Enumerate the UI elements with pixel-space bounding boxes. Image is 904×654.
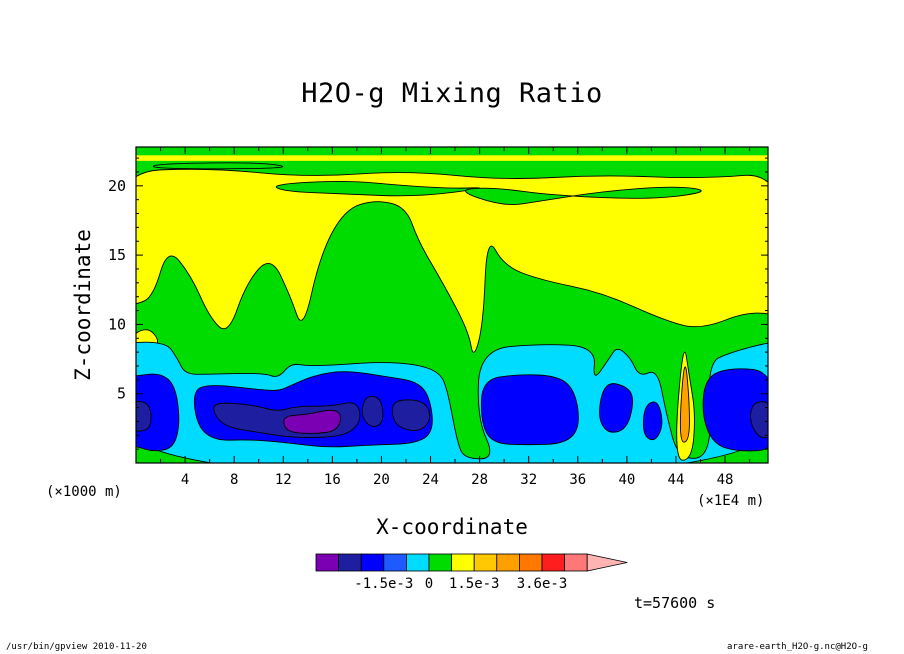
colorbar-swatch xyxy=(405,553,430,572)
region-blue-center xyxy=(480,374,579,446)
region-navy-left xyxy=(136,400,152,432)
region-navy-3 xyxy=(391,399,431,432)
colorbar-swatch xyxy=(451,553,475,572)
colorbar-swatch xyxy=(428,553,453,572)
x-tick-label: 36 xyxy=(569,472,586,488)
contour-plot-area xyxy=(136,147,768,463)
colorbar-swatch xyxy=(473,553,498,572)
x-tick-label: 24 xyxy=(422,472,439,488)
x-tick-label: 40 xyxy=(618,472,635,488)
colorbar-swatch xyxy=(496,553,520,572)
y-tick-label: 15 xyxy=(108,246,126,264)
region-navy-2 xyxy=(361,395,384,427)
footer-file: arare-earth_H2O-g.nc@H2O-g xyxy=(727,642,868,652)
colorbar-swatch xyxy=(315,553,340,572)
region-blue-far-right xyxy=(702,368,768,452)
region-navy-far-right xyxy=(750,401,768,439)
region-green-cell-3 xyxy=(152,162,283,170)
field-green-top-strip xyxy=(136,147,768,156)
x-tick-label: 48 xyxy=(717,472,734,488)
x-tick-label: 20 xyxy=(373,472,390,488)
colorbar-tick-label: 0 xyxy=(425,576,433,592)
x-tick-label: 12 xyxy=(275,472,292,488)
colorbar-swatch xyxy=(383,553,407,572)
region-blue-right-1 xyxy=(599,383,633,433)
y-tick-label: 20 xyxy=(108,177,126,195)
y-tick-label: 5 xyxy=(117,385,126,403)
time-annotation: t=57600 s xyxy=(634,594,716,612)
region-green-cell-2 xyxy=(465,186,702,205)
y-tick-label: 10 xyxy=(108,315,126,333)
colorbar-swatch xyxy=(360,553,385,572)
region-plume-orange xyxy=(679,366,690,443)
region-green-cell-1 xyxy=(275,181,480,197)
x-axis-label: X-coordinate xyxy=(376,515,528,539)
x-tick-label: 44 xyxy=(668,472,685,488)
colorbar-tick-label: 1.5e-3 xyxy=(449,576,500,592)
region-blue-right-2 xyxy=(642,401,663,441)
colorbar-swatch xyxy=(564,553,588,572)
region-yellow-upper xyxy=(136,168,768,353)
y-axis-label: Z-coordinate xyxy=(71,229,95,381)
x-tick-label: 4 xyxy=(181,472,189,488)
colorbar-arrow xyxy=(586,553,628,572)
x-tick-label: 32 xyxy=(520,472,537,488)
region-purple-min xyxy=(283,409,341,434)
chart-title: H2O-g Mixing Ratio xyxy=(301,78,603,109)
plot-frame xyxy=(135,146,769,464)
x-tick-label: 16 xyxy=(324,472,341,488)
x-axis-unit-left: (×1000 m) xyxy=(46,484,122,500)
colorbar-tick-label: 3.6e-3 xyxy=(517,576,568,592)
x-tick-label: 28 xyxy=(471,472,488,488)
x-axis-unit-right: (×1E4 m) xyxy=(697,493,765,509)
region-blue-left xyxy=(136,373,180,452)
y-axis: 5 10 15 20 xyxy=(108,157,768,450)
colorbar: -1.5e-3 0 1.5e-3 3.6e-3 xyxy=(315,553,628,592)
colorbar-tick-label: -1.5e-3 xyxy=(354,576,413,592)
x-tick-label: 8 xyxy=(230,472,238,488)
colorbar-swatch xyxy=(338,553,362,572)
x-axis: 4 8 12 16 20 24 28 32 36 40 44 48 xyxy=(160,147,751,488)
colorbar-swatch xyxy=(541,553,566,572)
colorbar-swatch xyxy=(519,553,543,572)
footer-program: /usr/bin/gpview 2010-11-20 xyxy=(6,642,147,652)
